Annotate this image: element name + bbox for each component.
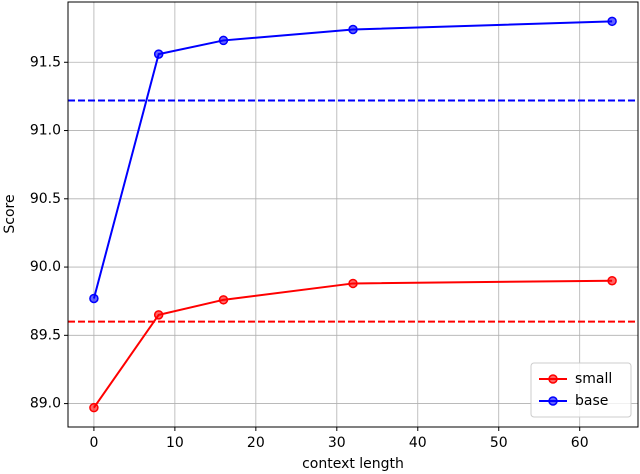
x-tick-label: 40 bbox=[409, 435, 427, 451]
y-tick-label: 89.0 bbox=[30, 396, 61, 412]
y-axis-label: Score bbox=[2, 194, 18, 233]
data-point bbox=[153, 310, 164, 320]
legend: small base bbox=[530, 362, 632, 418]
series-line bbox=[92, 20, 613, 299]
y-tick-label: 90.5 bbox=[30, 191, 61, 207]
legend-label: base bbox=[575, 393, 608, 409]
data-point bbox=[89, 402, 99, 413]
y-tick-label: 91.5 bbox=[30, 54, 61, 70]
x-axis-label: context length bbox=[302, 456, 404, 472]
x-tick-label: 0 bbox=[89, 435, 98, 451]
x-tick-label: 60 bbox=[571, 435, 589, 451]
y-tick-label: 90.0 bbox=[30, 259, 61, 275]
x-tick-label: 10 bbox=[166, 435, 184, 451]
y-tick-label: 89.5 bbox=[30, 327, 61, 343]
legend-marker bbox=[548, 374, 558, 384]
data-point bbox=[607, 275, 617, 286]
y-tick-label: 91.0 bbox=[30, 123, 61, 139]
plot-frame bbox=[67, 1, 639, 428]
data-point bbox=[607, 16, 617, 27]
data-point bbox=[89, 293, 99, 304]
data-point bbox=[153, 49, 164, 59]
x-tick-label: 30 bbox=[328, 435, 346, 451]
x-tick-label: 50 bbox=[490, 435, 508, 451]
legend-marker bbox=[548, 396, 558, 406]
data-point bbox=[218, 295, 229, 305]
data-point bbox=[218, 35, 229, 46]
x-tick-label: 20 bbox=[247, 435, 265, 451]
data-point bbox=[348, 278, 358, 289]
data-point bbox=[348, 24, 358, 35]
legend-label: small bbox=[575, 371, 612, 387]
